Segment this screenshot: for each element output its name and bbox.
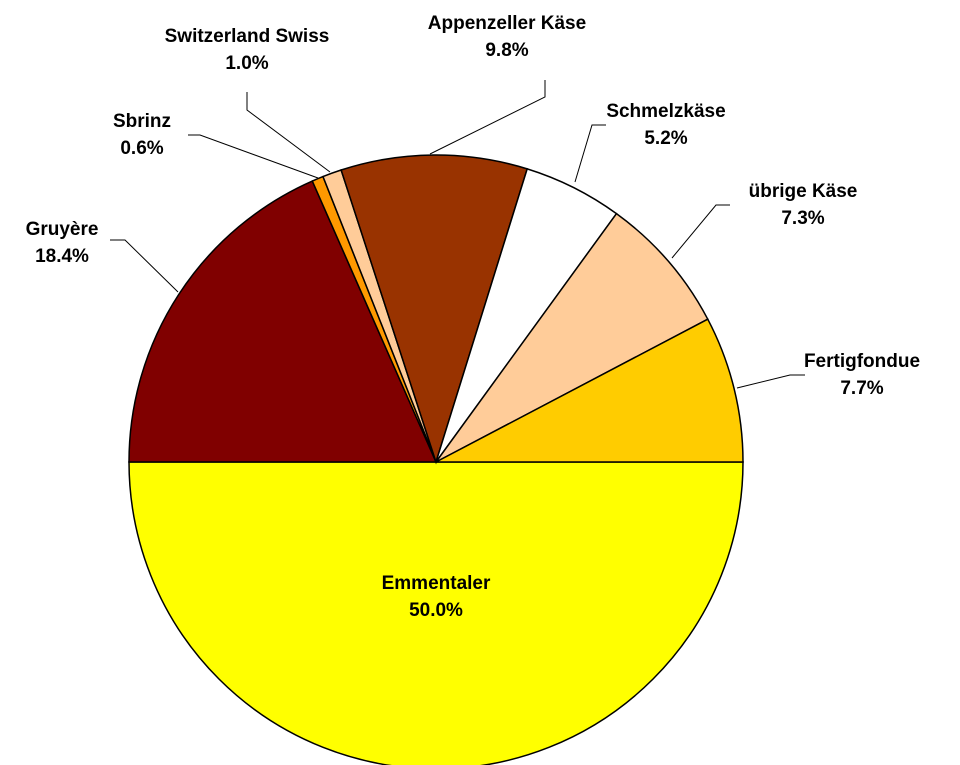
slice-label: Gruyère — [26, 219, 99, 240]
slice-value-label: 1.0% — [225, 53, 268, 74]
slice-value-label: 50.0% — [409, 600, 463, 621]
leader-line — [110, 239, 179, 293]
pie-slice — [340, 154, 529, 465]
pie-slice — [435, 318, 744, 463]
slice-label: Appenzeller Käse — [428, 13, 586, 34]
slice-value-label: 7.3% — [781, 208, 824, 229]
leader-line — [671, 204, 730, 259]
leader-line — [429, 80, 546, 155]
leader-line — [574, 124, 606, 183]
slice-label: Schmelzkäse — [606, 101, 725, 122]
pie-slice — [435, 212, 709, 463]
leader-line — [736, 374, 805, 389]
slice-label: Fertigfondue — [804, 351, 920, 372]
slice-value-label: 0.6% — [120, 138, 163, 159]
leader-line — [188, 134, 319, 179]
slice-value-label: 18.4% — [35, 246, 89, 267]
slice-label: Emmentaler — [382, 573, 491, 594]
slice-label: übrige Käse — [749, 181, 858, 202]
slice-label: Sbrinz — [113, 111, 171, 132]
slice-value-label: 5.2% — [644, 128, 687, 149]
leader-line — [246, 92, 331, 173]
slice-value-label: 7.7% — [840, 378, 883, 399]
pie-slice — [128, 461, 744, 765]
slice-value-label: 9.8% — [485, 40, 528, 61]
pie-slice — [128, 180, 438, 463]
slice-label: Switzerland Swiss — [165, 26, 330, 47]
